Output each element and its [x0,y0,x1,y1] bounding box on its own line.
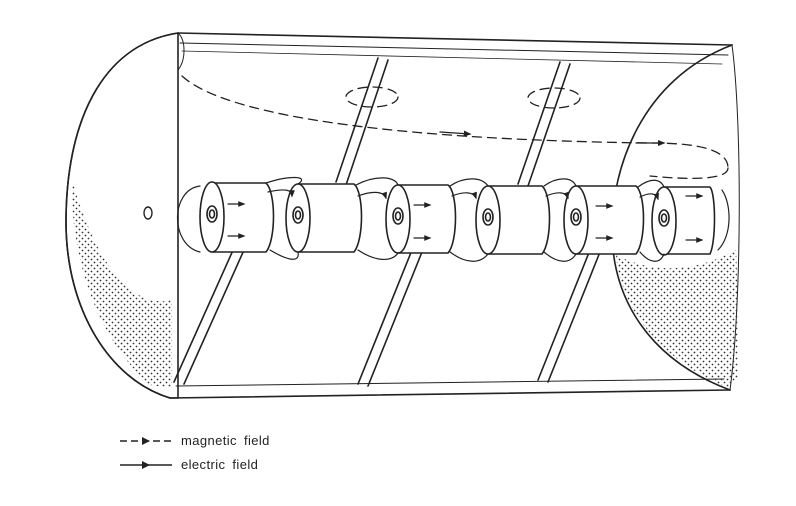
drift-tube-3 [385,184,457,254]
drift-tube-4 [475,185,551,255]
legend-label-magnetic: magnetic field [181,433,270,448]
left-end-hole [143,206,153,220]
drift-tube-5 [563,185,645,255]
legend-item-electric: electric field [118,456,378,476]
lower-stems [173,247,601,387]
dashed-arrow-icon [120,437,172,445]
drift-tube-1 [199,181,275,253]
magnetic-field-lines [181,75,729,180]
upper-stems [335,57,571,187]
electric-field-lines [177,176,730,262]
solid-arrow-icon [120,461,172,469]
cylinder-body [169,32,733,399]
drift-tube-2 [285,183,363,253]
drift-tube-6 [651,186,716,256]
legend-item-magnetic: magnetic field [118,432,378,452]
left-end-cap [65,32,179,399]
drift-tubes [199,181,716,256]
legend-label-electric: electric field [181,457,259,472]
legend: magnetic field electric field [118,432,378,482]
